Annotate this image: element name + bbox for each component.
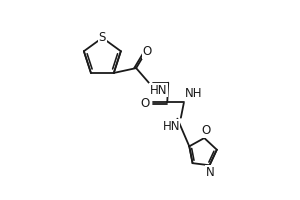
Text: S: S [99,31,106,44]
Text: NH: NH [185,87,202,100]
Text: HN: HN [150,84,167,97]
Text: O: O [201,124,211,137]
Text: N: N [206,166,214,179]
Text: O: O [140,97,149,110]
Text: HN: HN [162,120,180,133]
Text: O: O [142,45,152,58]
